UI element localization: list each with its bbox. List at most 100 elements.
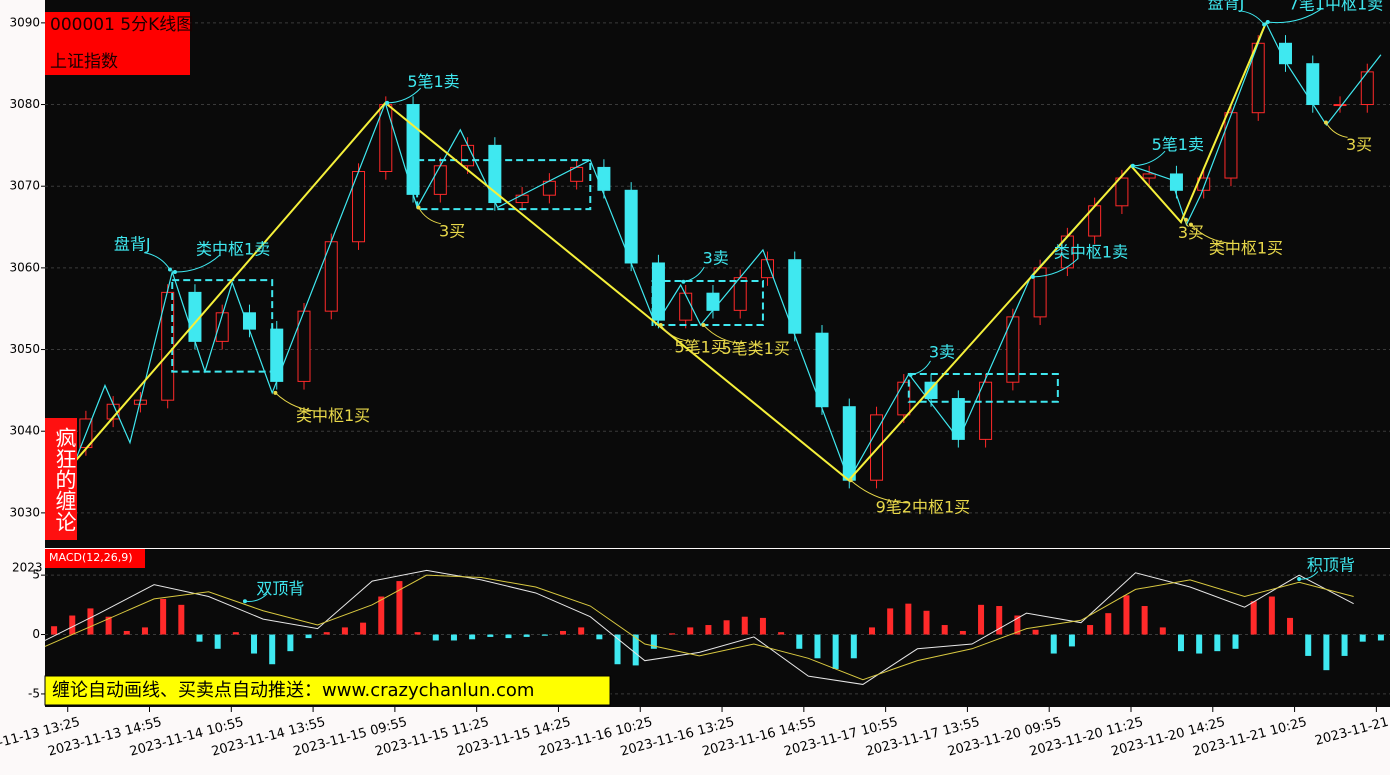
y-tick-label: 3050 (9, 342, 40, 356)
macd-bar (87, 608, 94, 635)
candle-body (897, 381, 911, 416)
candle-body (760, 259, 774, 279)
macd-bar (978, 604, 985, 635)
price-panel (45, 0, 1390, 548)
annotation: 双顶背 (256, 579, 304, 598)
macd-bar (1068, 634, 1075, 647)
annotation: 9笔2中枢1买 (876, 497, 971, 516)
macd-bar (759, 617, 766, 635)
macd-bar (923, 610, 930, 635)
candle-body (1033, 267, 1047, 318)
macd-bar (632, 634, 639, 666)
y-tick-label: 3030 (9, 505, 40, 519)
macd-bar (1287, 617, 1294, 635)
macd-bar (196, 634, 203, 642)
candle-body (979, 381, 993, 440)
candle-body (679, 292, 693, 321)
macd-bar (141, 627, 148, 635)
annotation-head (416, 205, 421, 210)
macd-bar (341, 627, 348, 635)
annotation-head (1323, 120, 1328, 125)
macd-title: MACD(12,26,9) (49, 551, 133, 564)
y-tick-label: 0 (32, 627, 40, 641)
macd-bar (705, 625, 712, 635)
annotation-arrow (174, 254, 221, 273)
macd-bar (1014, 615, 1021, 635)
annotation-arrow (660, 324, 689, 342)
candle-body (870, 414, 884, 481)
macd-bar (469, 634, 476, 640)
annotation-arrow (1032, 258, 1079, 278)
annotation-head (701, 323, 706, 328)
annotation-head (848, 478, 853, 483)
candle-body (1142, 173, 1156, 179)
annotation-arrow (1267, 7, 1323, 24)
macd-title-box (45, 549, 145, 568)
annotation-arrow (1190, 224, 1234, 244)
macd-bar (69, 615, 76, 635)
banner: 缠论自动画线、买卖点自动推送：www.crazychanlun.com (52, 680, 534, 701)
candle-body (242, 312, 256, 330)
macd-bar (1268, 596, 1275, 635)
annotation-head (1030, 274, 1035, 279)
macd-line (44, 574, 1354, 681)
macd-bar (850, 634, 857, 659)
macd-bar (269, 634, 276, 665)
y-tick-label: 3070 (9, 179, 40, 193)
annotation: 盘背J (1208, 0, 1245, 13)
macd-bar (669, 633, 676, 635)
macd-bar (959, 630, 966, 635)
macd-bar (868, 627, 875, 635)
macd-bar (287, 634, 294, 652)
macd-corner-label: 2023 (12, 561, 43, 575)
macd-bar (432, 634, 439, 641)
annotation: 3买 (1346, 135, 1372, 154)
macd-bar (1214, 634, 1221, 652)
annotation: 3卖 (929, 342, 955, 361)
macd-bar (214, 634, 221, 649)
annotation: 5笔1买 (675, 337, 727, 356)
annotation: 3买 (439, 221, 465, 240)
annotation-head (1297, 577, 1302, 582)
macd-bar (723, 620, 730, 635)
annotation-arrow (143, 252, 171, 270)
macd-bar (378, 596, 385, 635)
annotation: 盘背J (114, 235, 151, 254)
macd-bar (1032, 629, 1039, 635)
zhongshu-box (416, 159, 592, 211)
macd-bar (741, 616, 748, 635)
y-tick-label: 5 (32, 568, 40, 582)
annotation-head (908, 372, 913, 377)
candle-body (1278, 42, 1292, 65)
y-tick-label: -5 (28, 686, 40, 700)
annotation-head (1188, 222, 1193, 227)
macd-bar (178, 604, 185, 635)
segment-line (74, 22, 1267, 482)
macd-bar (814, 634, 821, 659)
annotation-head (385, 100, 390, 105)
annotation-arrow (418, 207, 441, 225)
annotation: 类中枢1买 (296, 406, 370, 425)
chart-title: 000001 5分K线图 (50, 15, 193, 35)
candle-body (461, 144, 475, 167)
candle-body (788, 259, 802, 334)
macd-bar (1105, 613, 1112, 635)
macd-bar (1232, 634, 1239, 649)
x-tick-label: 2023-11-21 (1313, 715, 1390, 749)
macd-bar (305, 634, 312, 639)
macd-bar (614, 634, 621, 665)
annotation: 类中枢1买 (1209, 239, 1283, 258)
annotation-arrow (244, 593, 268, 603)
candle-body (433, 165, 447, 195)
macd-bar (123, 630, 130, 635)
annotation: 5笔1卖 (407, 72, 459, 91)
macd-bar (160, 598, 167, 635)
annotation-head (273, 390, 278, 395)
annotation-head (1183, 217, 1188, 222)
macd-bar (1087, 625, 1094, 635)
candle-body (379, 104, 393, 173)
macd-bar (1196, 634, 1203, 654)
macd-bar (578, 627, 585, 635)
macd-bar (1341, 634, 1348, 656)
annotation: 积顶背 (1307, 556, 1355, 575)
